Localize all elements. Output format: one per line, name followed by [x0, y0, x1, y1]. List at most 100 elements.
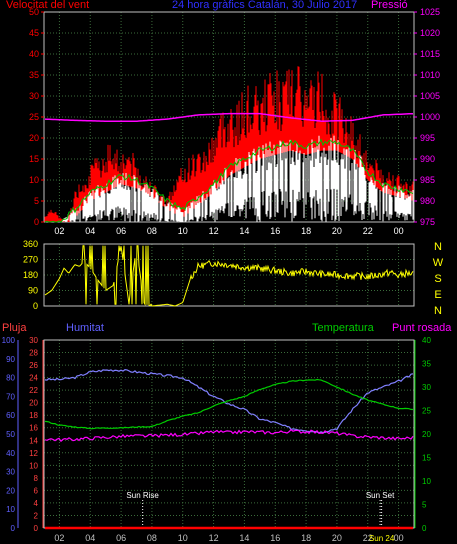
y-tick-label-temperature: 15: [422, 454, 431, 463]
x-tick-label: 08: [147, 226, 157, 236]
plot-frame-direction: [43, 243, 415, 307]
x-tick-label-lower: 02: [54, 533, 64, 543]
x-tick-label-lower: 08: [147, 533, 157, 543]
humidity-axis-label: Humitat: [66, 322, 104, 334]
x-tick-label-lower: 12: [209, 533, 219, 543]
y-tick-label-humidity: 70: [6, 392, 15, 401]
series-wind-min: [62, 135, 414, 222]
y-tick-label-rain: 14: [29, 436, 38, 445]
x-tick-label: 16: [270, 226, 280, 236]
y-tick-label-humidity: 10: [6, 505, 15, 514]
y-tick-label-wind: 25: [29, 112, 39, 122]
series-temperature: [44, 378, 414, 430]
series-dewpoint: [44, 428, 414, 443]
x-tick-label: 20: [332, 226, 342, 236]
y-tick-label-temperature: 0: [422, 524, 427, 533]
compass-label: E: [434, 289, 441, 301]
series-humidity: [44, 368, 414, 434]
y-tick-label-pressure: 980: [420, 196, 435, 206]
y-tick-label-rain: 0: [34, 524, 39, 533]
compass-label: W: [433, 257, 444, 269]
y-tick-label-pressure: 1000: [420, 112, 440, 122]
sun-annotation-label: Sun 24: [369, 534, 395, 543]
y-tick-label-humidity: 90: [6, 355, 15, 364]
y-tick-label-rain: 12: [29, 449, 38, 458]
y-tick-label-humidity: 80: [6, 374, 15, 383]
series-wind-avg: [44, 138, 414, 223]
y-tick-label-wind: 40: [29, 49, 39, 59]
series-direction: [44, 245, 414, 307]
y-tick-label-humidity: 100: [2, 336, 16, 345]
y-tick-label-rain: 10: [29, 461, 38, 470]
plot-frame-lower: [43, 339, 415, 529]
y-tick-label-direction: 90: [28, 286, 38, 296]
y-tick-label-direction: 270: [23, 255, 38, 265]
series-pressure: [44, 112, 414, 122]
x-tick-label-lower: 06: [116, 533, 126, 543]
x-tick-label: 06: [116, 226, 126, 236]
y-tick-label-humidity: 20: [6, 486, 15, 495]
x-tick-label: 14: [239, 226, 249, 236]
y-tick-label-temperature: 40: [422, 336, 431, 345]
x-tick-label: 02: [54, 226, 64, 236]
x-tick-label: 18: [301, 226, 311, 236]
y-tick-label-pressure: 1020: [420, 28, 440, 38]
y-tick-label-wind: 45: [29, 28, 39, 38]
y-tick-label-rain: 26: [29, 361, 38, 370]
y-tick-label-temperature: 20: [422, 430, 431, 439]
y-tick-label-wind: 0: [34, 217, 39, 227]
x-tick-label-lower: 16: [270, 533, 280, 543]
y-tick-label-pressure: 1005: [420, 91, 440, 101]
x-tick-label-lower: 22: [363, 533, 373, 543]
y-tick-label-humidity: 50: [6, 430, 15, 439]
x-tick-label-lower: 20: [332, 533, 342, 543]
y-tick-label-temperature: 30: [422, 383, 431, 392]
dewpoint-axis-label: Punt rosada: [392, 322, 452, 334]
y-tick-label-direction: 0: [33, 301, 38, 311]
y-tick-label-rain: 20: [29, 399, 38, 408]
rain-axis-label: Pluja: [2, 322, 27, 334]
compass-label: S: [434, 273, 441, 285]
y-tick-label-pressure: 990: [420, 154, 435, 164]
y-tick-label-wind: 50: [29, 7, 39, 17]
compass-label: N: [434, 241, 442, 253]
y-tick-label-wind: 10: [29, 175, 39, 185]
y-tick-label-direction: 360: [23, 239, 38, 249]
y-tick-label-humidity: 30: [6, 468, 15, 477]
x-tick-label-lower: 10: [178, 533, 188, 543]
x-tick-label-lower: 18: [301, 533, 311, 543]
y-tick-label-temperature: 5: [422, 501, 427, 510]
y-tick-label-pressure: 985: [420, 175, 435, 185]
compass-label: N: [434, 305, 442, 317]
x-tick-label-lower: 14: [239, 533, 249, 543]
x-tick-label-lower: 00: [394, 533, 404, 543]
y-tick-label-temperature: 35: [422, 360, 431, 369]
header-left-title: Velocitat del vent: [6, 0, 90, 11]
header-right-title: Pressió: [371, 0, 408, 11]
y-tick-label-temperature: 25: [422, 407, 431, 416]
y-tick-label-wind: 30: [29, 91, 39, 101]
x-tick-label: 12: [209, 226, 219, 236]
y-tick-label-rain: 6: [34, 486, 39, 495]
y-tick-label-rain: 18: [29, 411, 38, 420]
y-tick-label-direction: 180: [23, 270, 38, 280]
y-tick-label-rain: 8: [34, 474, 39, 483]
y-tick-label-pressure: 975: [420, 217, 435, 227]
y-tick-label-rain: 24: [29, 374, 38, 383]
y-tick-label-wind: 15: [29, 154, 39, 164]
y-tick-label-pressure: 995: [420, 133, 435, 143]
y-tick-label-rain: 30: [29, 336, 38, 345]
temperature-axis-label: Temperatura: [312, 322, 375, 334]
sun-annotation-label: Sun Set: [366, 491, 395, 500]
y-tick-label-humidity: 40: [6, 449, 15, 458]
y-tick-label-rain: 2: [34, 511, 39, 520]
header-center-title: 24 hora gràfics Catalán, 30 Julio 2017: [172, 0, 358, 11]
y-tick-label-rain: 22: [29, 386, 38, 395]
x-tick-label: 10: [178, 226, 188, 236]
y-tick-label-humidity: 60: [6, 411, 15, 420]
y-tick-label-pressure: 1025: [420, 7, 440, 17]
y-tick-label-temperature: 10: [422, 477, 431, 486]
x-tick-label-lower: 04: [85, 533, 95, 543]
